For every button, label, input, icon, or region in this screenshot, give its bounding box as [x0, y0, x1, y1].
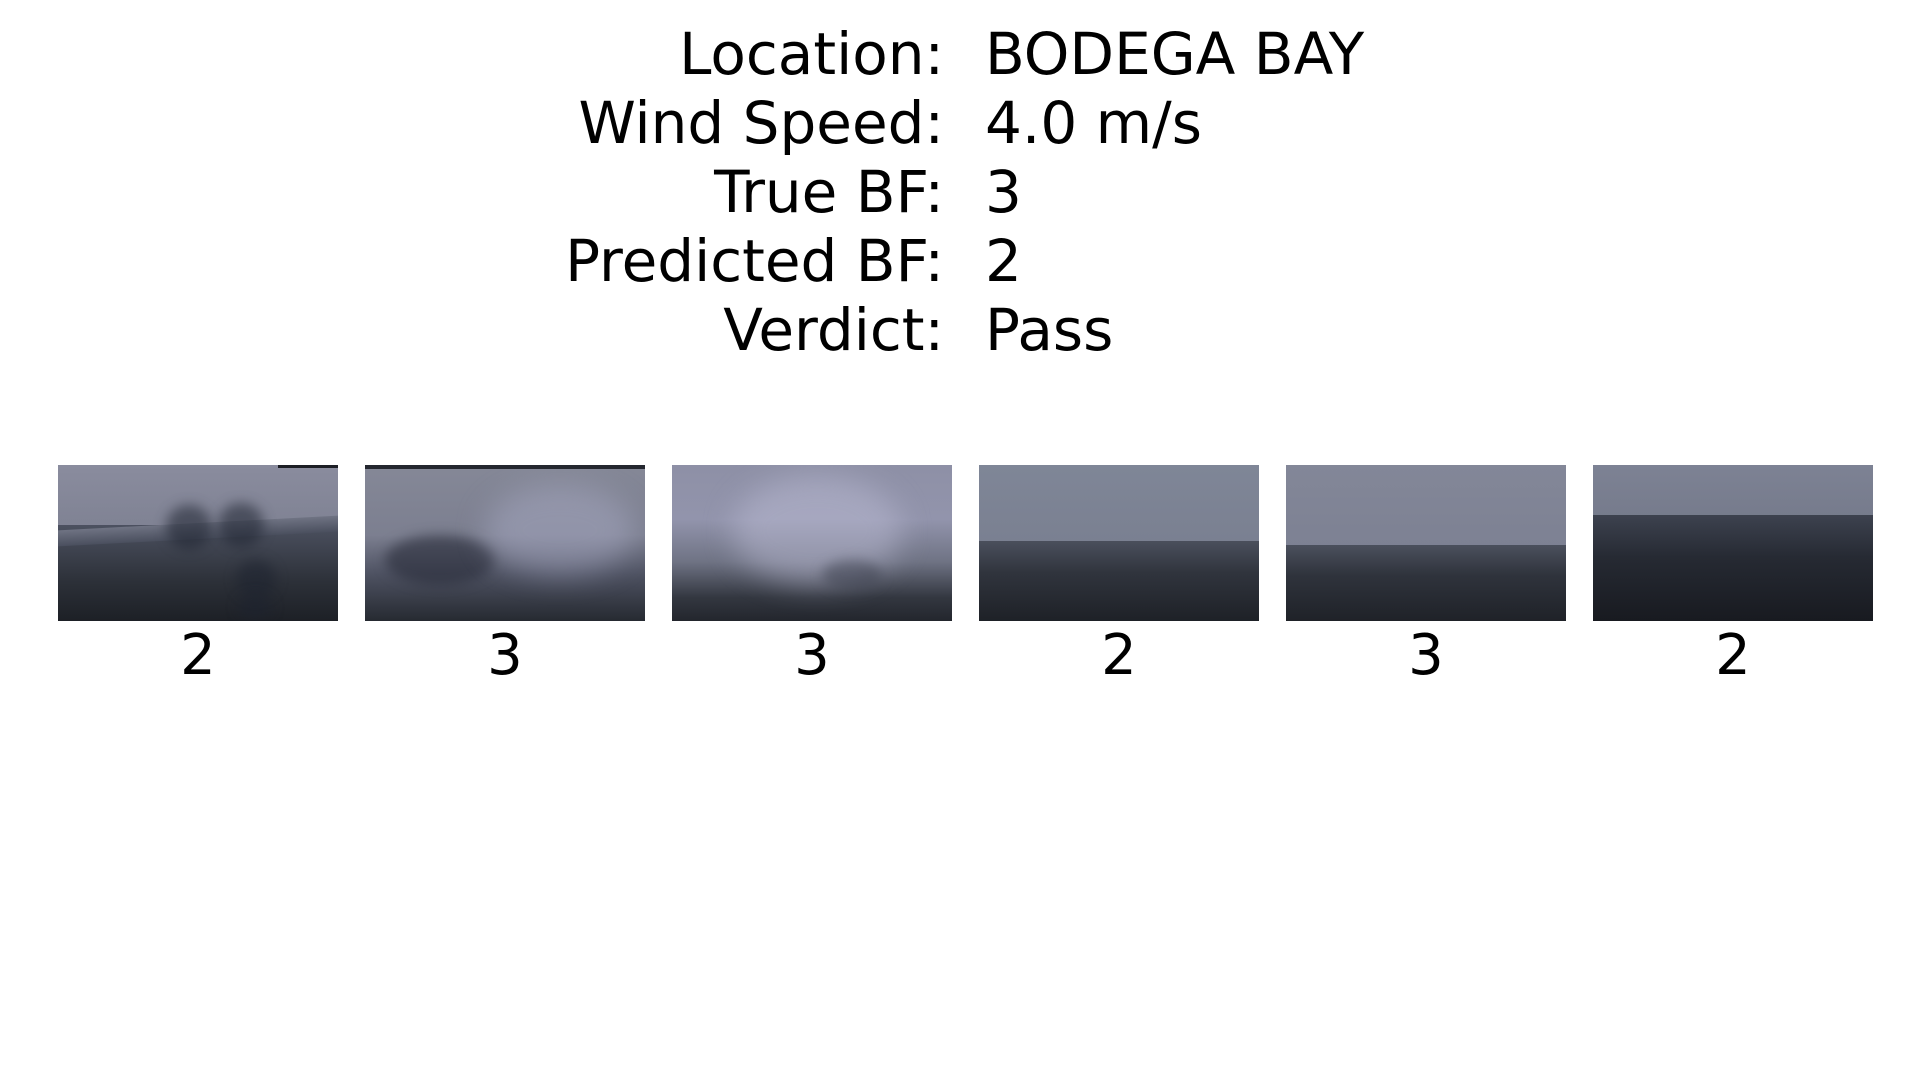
true-bf-label: True BF: — [714, 158, 944, 226]
sea-photo — [979, 465, 1259, 621]
sea-photo — [1593, 465, 1873, 621]
location-label: Location: — [679, 20, 944, 88]
wind-speed-row: Wind Speed: 4.0 m/s — [0, 89, 1920, 158]
frame-item: 3 — [365, 465, 645, 691]
sea-photo — [58, 465, 338, 621]
frame-item: 2 — [1593, 465, 1873, 691]
location-value: BODEGA BAY — [985, 20, 1365, 88]
frame-item: 2 — [58, 465, 338, 691]
info-panel: Location: BODEGA BAY Wind Speed: 4.0 m/s… — [0, 20, 1920, 365]
verdict-value: Pass — [985, 296, 1114, 364]
frame-bf-label: 2 — [180, 623, 216, 688]
frame-bf-label: 2 — [1715, 623, 1751, 688]
frame-item: 2 — [979, 465, 1259, 691]
frame-bf-label: 3 — [1408, 623, 1444, 688]
sea-photo — [365, 465, 645, 621]
wind-speed-value: 4.0 m/s — [985, 89, 1202, 157]
frame-bf-label: 2 — [1101, 623, 1137, 688]
wind-speed-label: Wind Speed: — [578, 89, 944, 157]
verdict-row: Verdict: Pass — [0, 296, 1920, 365]
frame-bf-label: 3 — [487, 623, 523, 688]
predicted-bf-row: Predicted BF: 2 — [0, 227, 1920, 296]
true-bf-row: True BF: 3 — [0, 158, 1920, 227]
frame-bf-label: 3 — [794, 623, 830, 688]
frame-item: 3 — [1286, 465, 1566, 691]
sea-photo — [1286, 465, 1566, 621]
verdict-label: Verdict: — [723, 296, 944, 364]
sea-photo — [672, 465, 952, 621]
location-row: Location: BODEGA BAY — [0, 20, 1920, 89]
frame-item: 3 — [672, 465, 952, 691]
true-bf-value: 3 — [985, 158, 1022, 226]
predicted-bf-label: Predicted BF: — [565, 227, 944, 295]
predicted-bf-value: 2 — [985, 227, 1022, 295]
